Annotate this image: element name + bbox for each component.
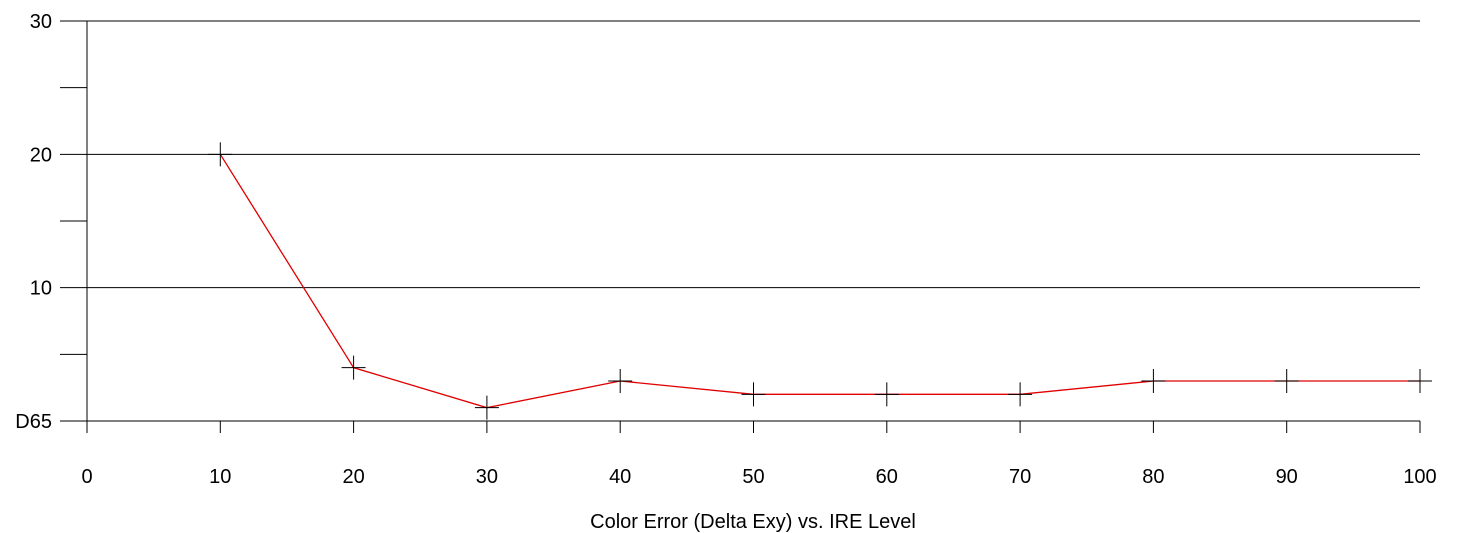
tick-labels: D65 10 20 30 0 10 20 30 40 50 60 70 80 90 100 [15, 11, 1436, 488]
x-axis-title: Color Error (Delta Exy) vs. IRE Level [590, 511, 916, 533]
x-tick-label: 100 [1403, 466, 1436, 488]
x-tick-label: 50 [742, 466, 764, 488]
data-point-marker [1008, 382, 1033, 407]
grid-lines [60, 20, 1420, 422]
x-tick-label: 30 [476, 466, 498, 488]
x-tick-label: 40 [609, 466, 631, 488]
data-point-marker [1408, 369, 1432, 393]
data-point-marker [608, 369, 633, 393]
x-tick-label: 10 [209, 466, 231, 488]
x-tick-label: 60 [876, 466, 898, 488]
data-point-marker [208, 142, 233, 167]
series-layer [208, 142, 1432, 420]
y-tick-label: 10 [30, 278, 52, 300]
x-tick-label: 20 [342, 466, 364, 488]
y-tick-label: 20 [30, 144, 52, 166]
x-tick-label: 90 [1276, 466, 1298, 488]
data-point-marker [741, 382, 766, 407]
data-point-marker [1274, 369, 1299, 393]
x-tick-label: 0 [81, 466, 92, 488]
axes [60, 21, 1421, 433]
y-tick-label: 30 [30, 11, 52, 33]
series-line [219, 153, 1420, 409]
data-point-marker [1141, 369, 1166, 393]
data-point-marker [874, 382, 899, 407]
data-point-marker [341, 355, 366, 380]
x-tick-label: 80 [1142, 466, 1164, 488]
y-tick-label-d65: D65 [15, 411, 52, 433]
x-tick-label: 70 [1009, 466, 1031, 488]
data-point-marker [474, 395, 499, 420]
